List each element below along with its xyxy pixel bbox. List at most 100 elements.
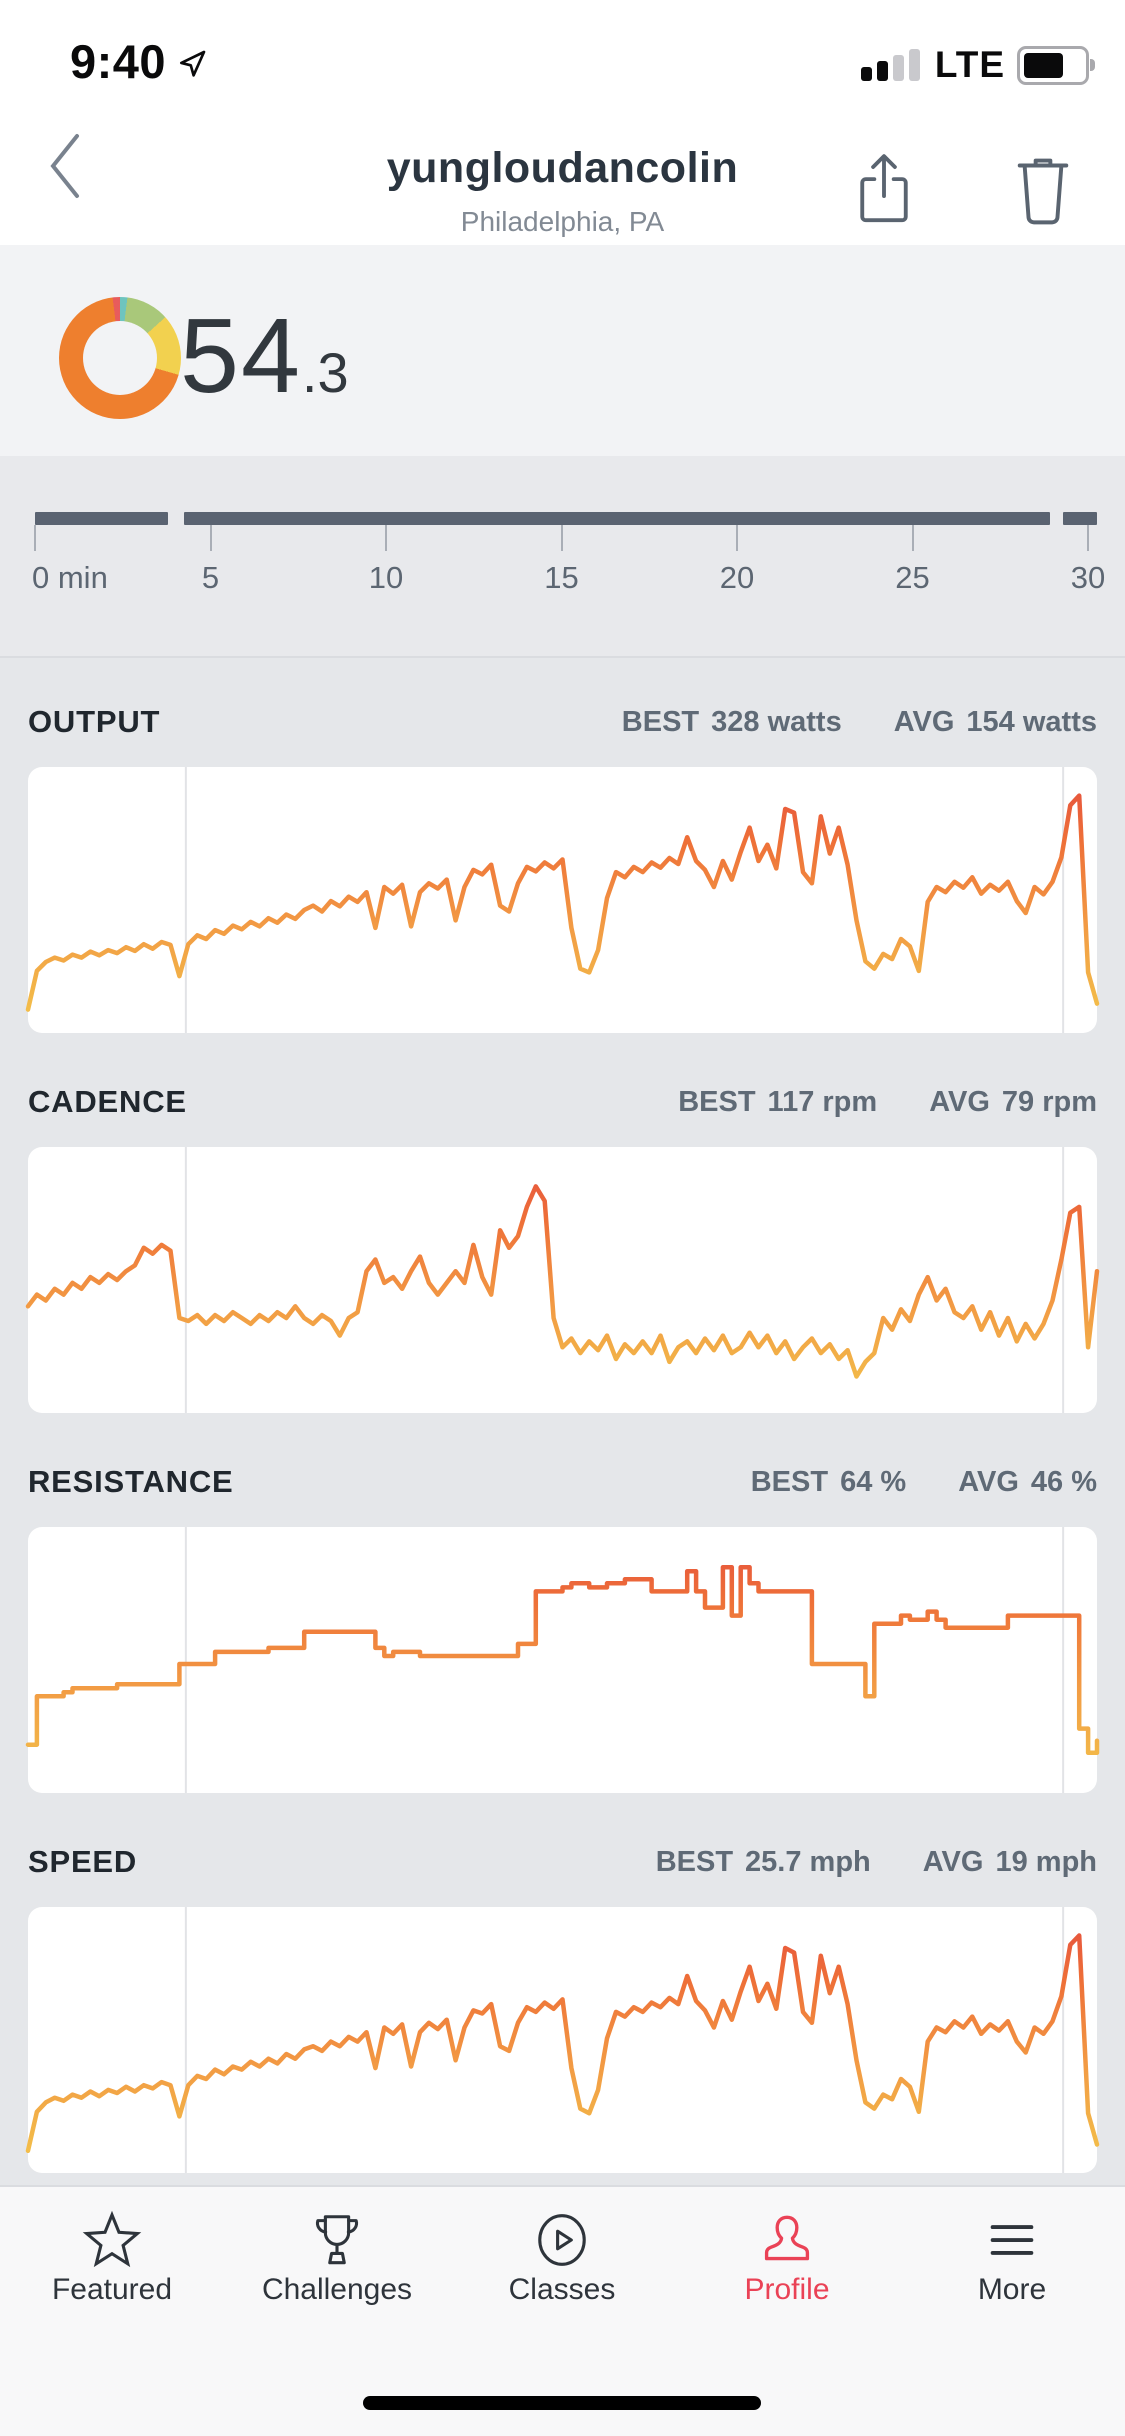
- performance-donut-chart: [59, 297, 181, 419]
- timeline-label: 15: [544, 560, 579, 595]
- carrier-label: LTE: [934, 44, 1005, 85]
- avg-stat: AVG 19 mph: [923, 1846, 1097, 1879]
- best-stat: BEST 25.7 mph: [656, 1846, 871, 1879]
- best-value: 117 rpm: [767, 1085, 878, 1118]
- status-indicators: LTE: [860, 44, 1095, 86]
- timeline-tick: [911, 525, 914, 551]
- score-decimal: .3: [301, 341, 349, 404]
- timeline-label: 25: [895, 560, 930, 595]
- tab-more[interactable]: More: [922, 2207, 1102, 2307]
- cellular-signal-icon: [860, 49, 920, 81]
- timeline-label: 0 min: [32, 560, 108, 595]
- trash-icon: [1017, 158, 1069, 225]
- metric-line-series: [25, 793, 1100, 1012]
- avg-label: AVG: [929, 1085, 990, 1118]
- section-title: CADENCE: [28, 1084, 187, 1119]
- location-arrow-icon: [180, 50, 206, 77]
- tab-bar: Featured Challenges Classes: [0, 2185, 1125, 2436]
- avg-stat: AVG 154 watts: [894, 706, 1097, 739]
- tab-challenges[interactable]: Challenges: [247, 2207, 427, 2307]
- status-time: 9:40: [70, 34, 208, 89]
- resistance-section: RESISTANCE BEST 64 % AVG 46 %: [25, 1446, 1100, 1793]
- page-subtitle: Philadelphia, PA: [460, 206, 665, 237]
- tab-label: Challenges: [261, 2273, 413, 2306]
- timeline-tick: [209, 525, 212, 551]
- section-title: RESISTANCE: [28, 1464, 234, 1499]
- battery-fill: [1024, 52, 1063, 78]
- star-icon: [22, 2207, 202, 2273]
- page-title: yungloudancolin: [386, 144, 739, 192]
- best-value: 64 %: [840, 1465, 907, 1498]
- play-circle-icon: [472, 2207, 652, 2273]
- avg-stat: AVG 79 rpm: [929, 1086, 1097, 1119]
- score-integer: 54: [180, 297, 302, 415]
- status-time-text: 9:40: [70, 35, 167, 88]
- summary-band: 54.3: [0, 245, 1125, 458]
- tab-classes[interactable]: Classes: [472, 2207, 652, 2307]
- metric-line-series: [25, 1184, 1100, 1379]
- output-chart: [25, 767, 1100, 1033]
- back-button[interactable]: [40, 128, 90, 206]
- cadence-section: CADENCE BEST 117 rpm AVG 79 rpm: [25, 1066, 1100, 1413]
- speed-header: SPEED BEST 25.7 mph AVG 19 mph: [28, 1826, 1097, 1898]
- cadence-header: CADENCE BEST 117 rpm AVG 79 rpm: [28, 1066, 1097, 1138]
- tab-featured[interactable]: Featured: [22, 2207, 202, 2307]
- best-value: 328 watts: [711, 705, 842, 738]
- tab-label: Featured: [51, 2273, 173, 2306]
- tab-profile[interactable]: Profile: [697, 2207, 877, 2307]
- best-stat: BEST 64 %: [751, 1466, 906, 1499]
- share-button[interactable]: [855, 152, 913, 228]
- share-icon: [860, 154, 908, 223]
- resistance-header: RESISTANCE BEST 64 % AVG 46 %: [28, 1446, 1097, 1518]
- avg-value: 19 mph: [995, 1845, 1097, 1878]
- speed-section: SPEED BEST 25.7 mph AVG 19 mph: [25, 1826, 1100, 2173]
- avg-value: 154 watts: [966, 705, 1097, 738]
- avg-label: AVG: [958, 1465, 1019, 1498]
- timeline-label: 10: [368, 560, 404, 595]
- resistance-chart: [25, 1527, 1100, 1793]
- timeline-segment: [35, 512, 169, 525]
- metric-line-series: [25, 1933, 1100, 2154]
- timeline-label: 20: [719, 560, 755, 595]
- avg-label: AVG: [922, 1845, 984, 1878]
- nav-header: yungloudancolin Philadelphia, PA: [0, 100, 1125, 245]
- avg-label: AVG: [893, 705, 955, 738]
- avg-value: 79 rpm: [1001, 1085, 1097, 1118]
- cadence-chart: [25, 1147, 1100, 1413]
- tab-label: More: [977, 2273, 1047, 2306]
- metric-line-series: [25, 1564, 1100, 1756]
- workout-timeline-scrubber[interactable]: 0 min 5 10 15 20 25 30: [28, 456, 1105, 656]
- battery-nub: [1090, 58, 1095, 71]
- best-label: BEST: [621, 705, 700, 738]
- battery-icon: [1017, 45, 1095, 85]
- total-score: 54.3: [180, 303, 349, 409]
- best-stat: BEST 328 watts: [622, 706, 842, 739]
- timeline-tick: [34, 525, 36, 551]
- tab-label: Profile: [744, 2273, 830, 2306]
- timeline-segment: [184, 512, 1051, 525]
- timeline-tick: [385, 525, 387, 551]
- menu-icon: [922, 2207, 1102, 2273]
- section-title: OUTPUT: [28, 704, 161, 739]
- timeline-segment: [1063, 512, 1097, 525]
- best-label: BEST: [655, 1845, 734, 1878]
- trophy-icon: [247, 2207, 427, 2273]
- timeline-band: 0 min 5 10 15 20 25 30: [0, 456, 1125, 656]
- output-header: OUTPUT BEST 328 watts AVG 154 watts: [28, 686, 1097, 758]
- avg-value: 46 %: [1030, 1465, 1097, 1498]
- tab-label: Classes: [508, 2273, 616, 2306]
- chevron-left-icon: [50, 133, 79, 198]
- timeline-label: 30: [1070, 560, 1106, 595]
- best-label: BEST: [750, 1465, 829, 1498]
- output-section: OUTPUT BEST 328 watts AVG 154 watts: [25, 686, 1100, 1033]
- speed-chart: [25, 1907, 1100, 2173]
- timeline-tick: [1087, 525, 1089, 551]
- home-indicator[interactable]: [363, 2396, 761, 2410]
- avg-stat: AVG 46 %: [958, 1466, 1097, 1499]
- timeline-label: 5: [201, 560, 220, 595]
- best-label: BEST: [678, 1085, 756, 1118]
- timeline-tick: [736, 525, 738, 551]
- delete-button[interactable]: [1013, 152, 1073, 228]
- timeline-tick: [560, 525, 563, 551]
